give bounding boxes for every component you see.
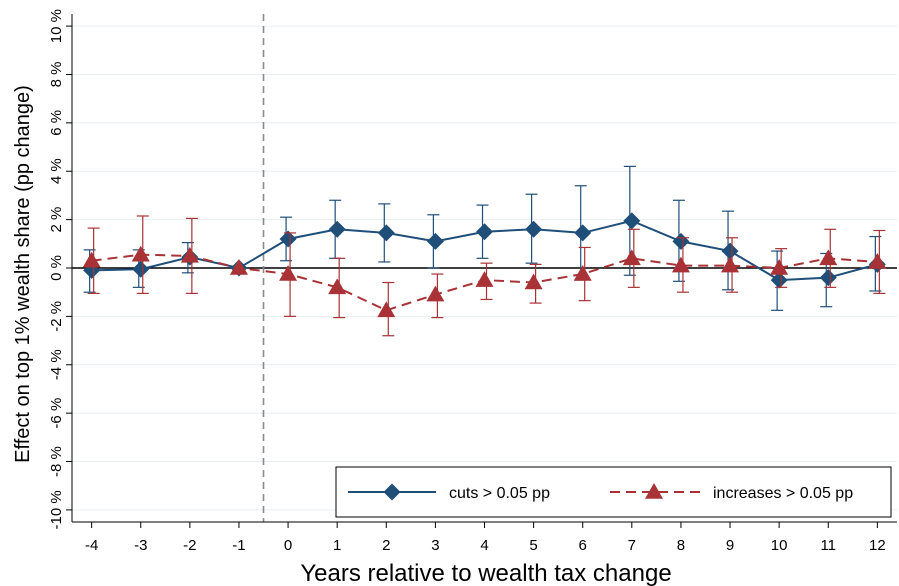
y-tick-label: -10 % — [48, 490, 65, 529]
x-tick-label: 4 — [480, 537, 488, 554]
data-point — [426, 285, 445, 302]
data-point — [672, 232, 690, 250]
legend-label: increases > 0.05 pp — [713, 485, 853, 502]
y-tick-label: 8 % — [48, 62, 65, 88]
data-point — [377, 224, 395, 242]
x-tick-label: 10 — [771, 537, 788, 554]
y-tick-label: 6 % — [48, 110, 65, 136]
data-point — [721, 242, 739, 260]
legend-marker — [383, 483, 401, 501]
data-point — [82, 251, 101, 268]
data-point — [132, 260, 150, 278]
data-point — [623, 212, 641, 230]
x-tick-label: 12 — [869, 537, 886, 554]
data-point — [279, 230, 297, 248]
data-point — [574, 224, 592, 242]
x-tick-label: 9 — [726, 537, 734, 554]
y-tick-label: 2 % — [48, 207, 65, 233]
legend: cuts > 0.05 pp increases > 0.05 pp — [335, 466, 892, 518]
data-point — [573, 265, 592, 281]
x-tick-label: 6 — [579, 537, 587, 554]
series-layer — [82, 165, 887, 337]
axes: -10 % -8 % -6 % -4 % -2 % 0 % 2 % 4 % 6 % 8 % 10 %… — [48, 9, 897, 554]
legend-label: cuts > 0.05 pp — [449, 485, 550, 502]
data-point — [476, 223, 493, 241]
data-point — [868, 252, 887, 269]
data-point — [671, 256, 690, 273]
x-tick-label: -4 — [85, 537, 98, 554]
legend-entry-cuts: cuts > 0.05 pp — [348, 483, 550, 502]
y-tick-label: 0 % — [48, 255, 65, 281]
data-point — [426, 232, 444, 250]
x-tick-label: 7 — [628, 537, 636, 554]
x-tick-label: 11 — [820, 537, 836, 554]
y-tick-label: -2 % — [48, 301, 65, 332]
x-tick-label: -2 — [183, 537, 196, 554]
y-axis-label: Effect on top 1% wealth share (pp change… — [12, 85, 34, 463]
x-tick-label: 5 — [529, 537, 537, 554]
data-point — [328, 220, 346, 238]
series-cuts — [83, 165, 886, 311]
x-tick-label: 2 — [382, 537, 390, 554]
grid-lines — [72, 25, 897, 511]
data-point — [328, 278, 347, 295]
data-point — [475, 271, 494, 287]
y-tick-label: 4 % — [48, 158, 65, 184]
data-point — [770, 271, 788, 289]
legend-entry-increases: increases > 0.05 pp — [610, 483, 853, 502]
x-axis-label: Years relative to wealth tax change — [300, 560, 671, 586]
x-tick-label: -1 — [232, 537, 245, 554]
data-point — [180, 246, 199, 263]
y-tick-label: 10 % — [48, 9, 65, 43]
data-point — [819, 249, 838, 266]
y-tick-label: -8 % — [48, 446, 65, 477]
x-tick-label: -3 — [134, 537, 147, 554]
reference-lines — [72, 14, 897, 522]
data-point — [525, 220, 543, 238]
x-tick-label: 1 — [333, 537, 341, 554]
data-point — [524, 273, 543, 290]
data-point — [819, 269, 837, 287]
legend-marker — [645, 483, 663, 499]
data-point — [770, 259, 789, 275]
data-point — [131, 245, 150, 262]
data-point — [229, 259, 248, 275]
x-tick-label: 8 — [677, 537, 685, 554]
y-tick-label: -4 % — [48, 349, 65, 380]
x-tick-label: 3 — [431, 537, 439, 554]
data-point — [622, 249, 641, 266]
y-tick-label: -6 % — [48, 398, 65, 429]
x-tick-label: 0 — [284, 537, 292, 554]
data-point — [377, 301, 396, 318]
data-point — [279, 265, 298, 281]
series-increases — [82, 215, 887, 337]
data-point — [721, 256, 740, 273]
